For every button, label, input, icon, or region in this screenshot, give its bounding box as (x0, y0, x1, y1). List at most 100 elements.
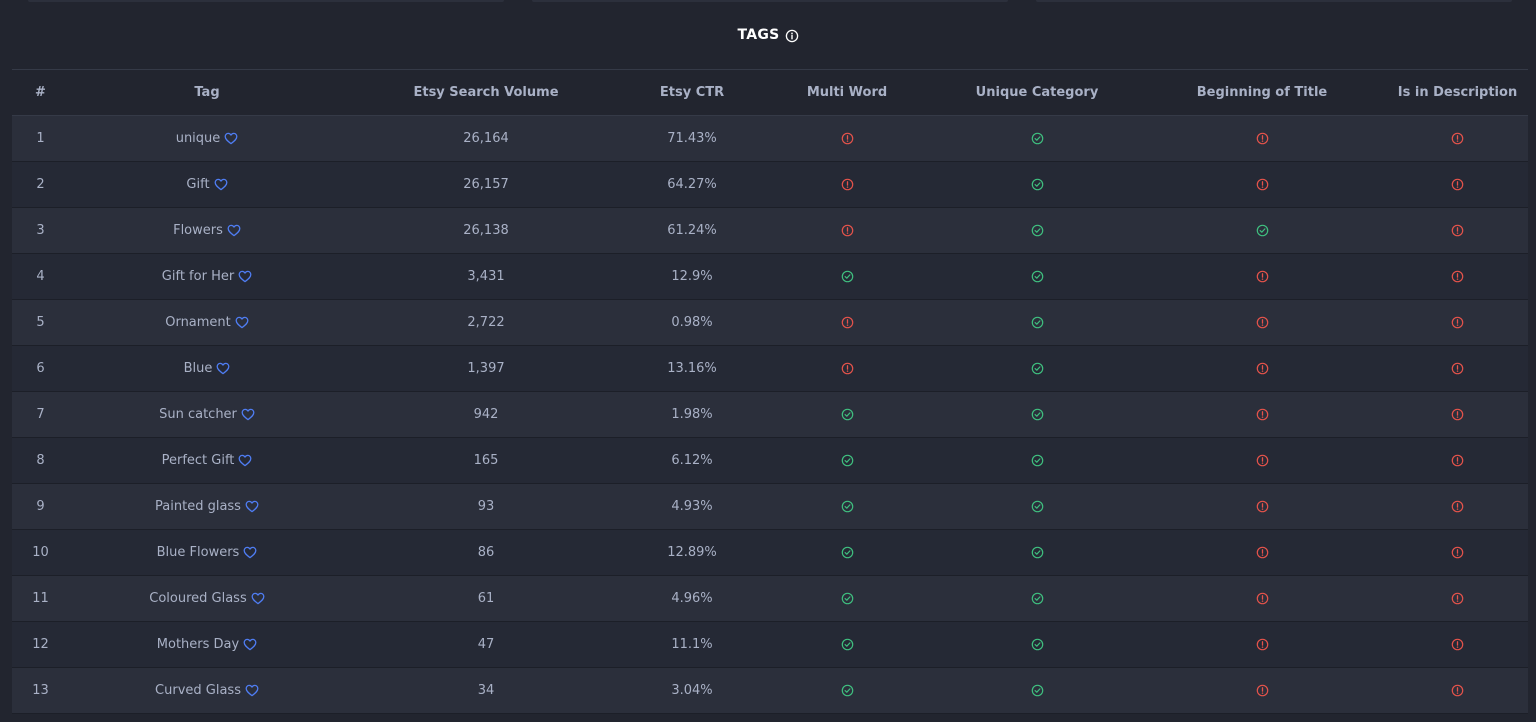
multi-word-status (757, 484, 937, 530)
alert-circle-icon (1256, 178, 1269, 191)
heart-icon[interactable] (241, 408, 255, 421)
tag-label: Flowers (173, 223, 223, 238)
ctr-value: 11.1% (671, 637, 713, 652)
beginning-of-title-status (1137, 576, 1387, 622)
tag-label: unique (175, 131, 221, 146)
multi-word-status (757, 162, 937, 208)
table-row: 2 Gift 26,157 64.27% (12, 161, 1528, 208)
in-description-status (1387, 254, 1528, 300)
heart-icon[interactable] (238, 454, 252, 467)
unique-category-status (937, 162, 1137, 208)
column-header-unique-category[interactable]: Unique Category (937, 69, 1137, 116)
table-row: 12 Mothers Day 47 11.1% (12, 621, 1528, 668)
ctr-value: 12.89% (667, 545, 717, 560)
search-volume: 942 (473, 407, 499, 422)
column-header-number[interactable]: # (12, 69, 69, 116)
tag-wrapper: Curved Glass (155, 683, 259, 698)
tag-cell: Sun catcher (69, 392, 345, 438)
heart-icon[interactable] (245, 500, 259, 513)
table-row: 11 Coloured Glass 61 4.96% (12, 575, 1528, 622)
ctr-value: 4.93% (671, 499, 713, 514)
tag-cell: unique (69, 116, 345, 162)
row-number: 11 (32, 591, 49, 606)
heart-icon[interactable] (245, 684, 259, 697)
card-edge (28, 0, 504, 2)
tag-cell: Blue Flowers (69, 530, 345, 576)
check-circle-icon (841, 270, 854, 283)
check-circle-icon (841, 454, 854, 467)
table-row: 8 Perfect Gift 165 6.12% (12, 437, 1528, 484)
tag-label: Ornament (165, 315, 231, 330)
info-circle-icon[interactable] (785, 28, 799, 43)
tag-cell: Perfect Gift (69, 438, 345, 484)
multi-word-status (757, 392, 937, 438)
unique-category-status (937, 484, 1137, 530)
heart-icon[interactable] (235, 316, 249, 329)
multi-word-status (757, 622, 937, 668)
search-volume: 26,157 (463, 177, 509, 192)
row-number: 12 (32, 637, 49, 652)
check-circle-icon (1031, 178, 1044, 191)
table-row: 6 Blue 1,397 13.16% (12, 345, 1528, 392)
in-description-status (1387, 346, 1528, 392)
alert-circle-icon (1451, 132, 1464, 145)
card-edge (1036, 0, 1512, 2)
unique-category-status (937, 346, 1137, 392)
tag-label: Sun catcher (159, 407, 237, 422)
check-circle-icon (1031, 546, 1044, 559)
in-description-status (1387, 530, 1528, 576)
alert-circle-icon (841, 224, 854, 237)
tag-wrapper: Sun catcher (159, 407, 255, 422)
check-circle-icon (841, 500, 854, 513)
row-number: 9 (36, 499, 45, 514)
check-circle-icon (1256, 224, 1269, 237)
unique-category-status (937, 622, 1137, 668)
heart-icon[interactable] (216, 362, 230, 375)
tag-label: Curved Glass (155, 683, 241, 698)
ctr-value: 4.96% (671, 591, 713, 606)
beginning-of-title-status (1137, 530, 1387, 576)
heart-icon[interactable] (214, 178, 228, 191)
alert-circle-icon (1256, 362, 1269, 375)
alert-circle-icon (841, 316, 854, 329)
top-card-edges (0, 0, 1536, 3)
alert-circle-icon (1256, 316, 1269, 329)
alert-circle-icon (1256, 684, 1269, 697)
tag-label: Painted glass (155, 499, 241, 514)
ctr-value: 1.98% (671, 407, 713, 422)
column-header-in-description[interactable]: Is in Description (1387, 69, 1528, 116)
heart-icon[interactable] (251, 592, 265, 605)
alert-circle-icon (1451, 454, 1464, 467)
search-volume: 34 (477, 683, 495, 698)
heart-icon[interactable] (243, 546, 257, 559)
row-number: 3 (36, 223, 45, 238)
heart-icon[interactable] (227, 224, 241, 237)
check-circle-icon (841, 638, 854, 651)
alert-circle-icon (1256, 270, 1269, 283)
check-circle-icon (1031, 684, 1044, 697)
search-volume: 86 (477, 545, 495, 560)
heart-icon[interactable] (243, 638, 257, 651)
check-circle-icon (1031, 362, 1044, 375)
multi-word-status (757, 116, 937, 162)
in-description-status (1387, 300, 1528, 346)
column-header-beginning-of-title[interactable]: Beginning of Title (1137, 69, 1387, 116)
heart-icon[interactable] (238, 270, 252, 283)
column-header-ctr[interactable]: Etsy CTR (627, 69, 757, 116)
ctr-value: 71.43% (667, 131, 717, 146)
check-circle-icon (1031, 224, 1044, 237)
alert-circle-icon (841, 132, 854, 145)
column-header-search-volume[interactable]: Etsy Search Volume (345, 69, 627, 116)
column-header-tag[interactable]: Tag (69, 69, 345, 116)
heart-icon[interactable] (224, 132, 238, 145)
tag-wrapper: Coloured Glass (149, 591, 265, 606)
column-header-multi-word[interactable]: Multi Word (757, 69, 937, 116)
tag-label: Mothers Day (156, 637, 240, 652)
row-number: 6 (36, 361, 45, 376)
beginning-of-title-status (1137, 438, 1387, 484)
beginning-of-title-status (1137, 116, 1387, 162)
alert-circle-icon (1451, 316, 1464, 329)
tag-wrapper: Gift for Her (162, 269, 252, 284)
tag-cell: Curved Glass (69, 668, 345, 714)
search-volume: 61 (477, 591, 495, 606)
